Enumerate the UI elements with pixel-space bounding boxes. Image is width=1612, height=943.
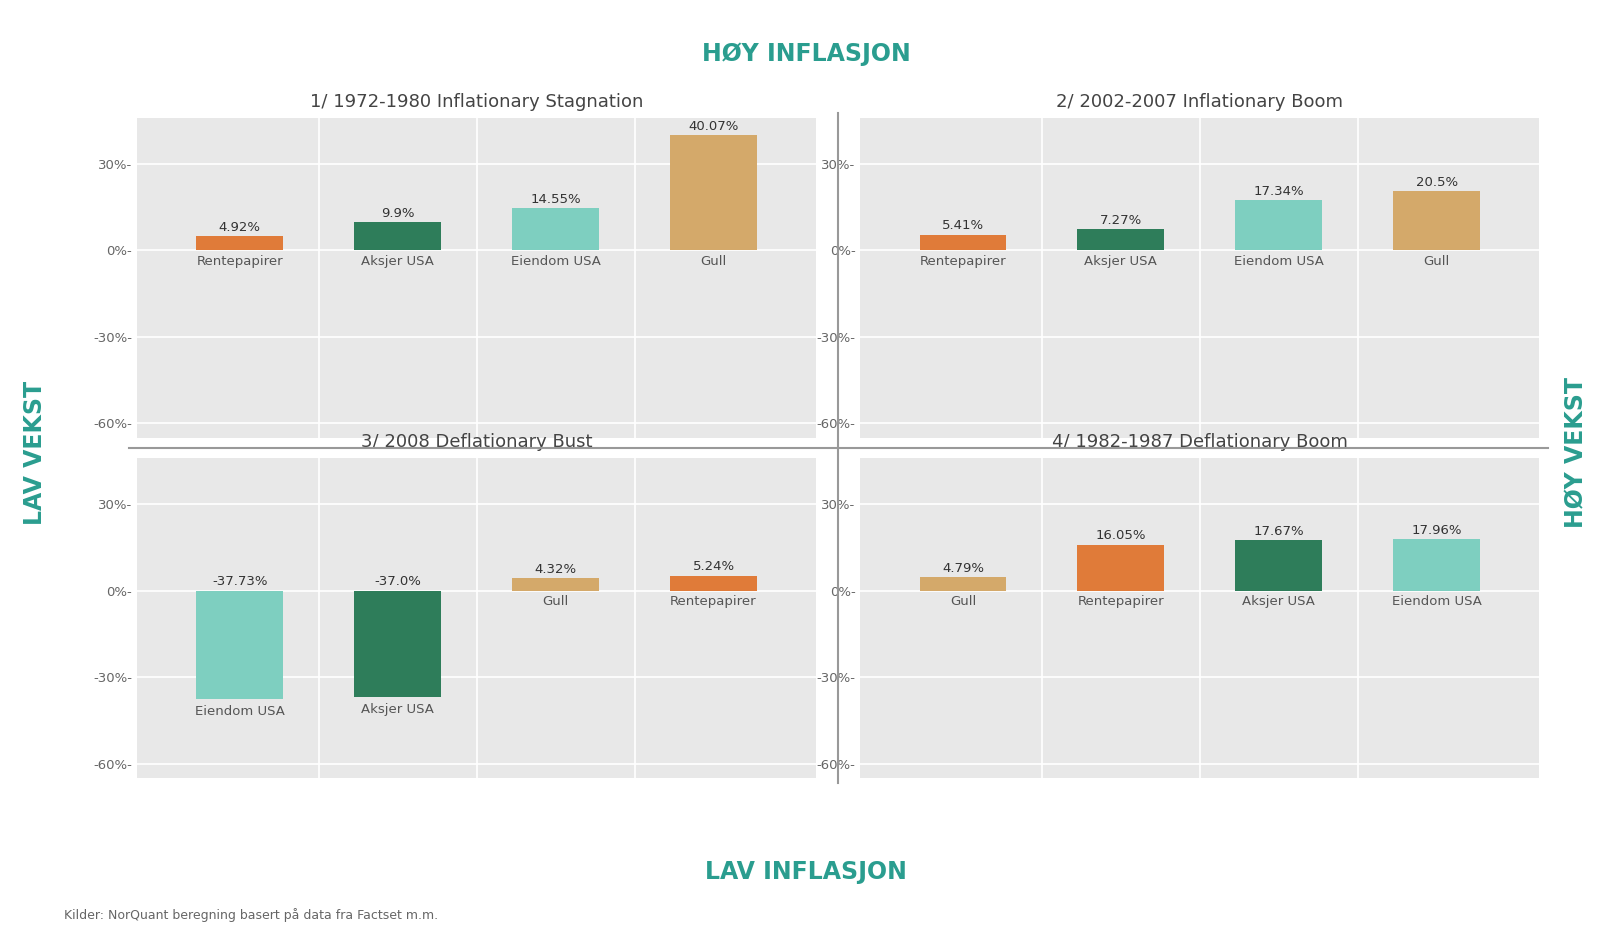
Text: 4.79%: 4.79% <box>941 562 983 574</box>
Text: -37.73%: -37.73% <box>211 575 268 587</box>
Text: 20.5%: 20.5% <box>1415 176 1457 189</box>
Text: Aksjer USA: Aksjer USA <box>1085 255 1157 268</box>
Text: -37.0%: -37.0% <box>374 575 421 587</box>
Text: Eiendom USA: Eiendom USA <box>195 705 285 719</box>
Bar <box>197 236 284 250</box>
Bar <box>919 235 1006 250</box>
Bar <box>1393 539 1480 590</box>
Title: 3/ 2008 Deflationary Bust: 3/ 2008 Deflationary Bust <box>361 433 592 451</box>
Text: LAV VEKST: LAV VEKST <box>24 381 47 524</box>
Bar <box>671 135 758 250</box>
Text: 4.92%: 4.92% <box>219 221 261 234</box>
Text: Rentepapirer: Rentepapirer <box>197 255 284 268</box>
Text: Gull: Gull <box>700 255 727 268</box>
Text: Eiendom USA: Eiendom USA <box>1233 255 1323 268</box>
Text: 14.55%: 14.55% <box>530 193 580 207</box>
Text: 7.27%: 7.27% <box>1099 214 1141 227</box>
Bar <box>197 590 284 700</box>
Text: Rentepapirer: Rentepapirer <box>920 255 1006 268</box>
Bar <box>513 578 600 590</box>
Bar <box>671 575 758 590</box>
Text: HØY VEKST: HØY VEKST <box>1565 377 1588 528</box>
Bar <box>355 590 442 697</box>
Title: 2/ 2002-2007 Inflationary Boom: 2/ 2002-2007 Inflationary Boom <box>1056 92 1343 110</box>
Text: LAV INFLASJON: LAV INFLASJON <box>704 860 908 885</box>
Text: 16.05%: 16.05% <box>1096 529 1146 542</box>
Text: Aksjer USA: Aksjer USA <box>361 703 434 716</box>
Text: 5.41%: 5.41% <box>941 220 983 233</box>
Text: Eiendom USA: Eiendom USA <box>511 255 601 268</box>
Bar <box>355 222 442 250</box>
Text: 5.24%: 5.24% <box>693 560 735 573</box>
Text: Kilder: NorQuant beregning basert på data fra Factset m.m.: Kilder: NorQuant beregning basert på dat… <box>64 908 438 922</box>
Bar <box>1077 229 1164 250</box>
Text: Gull: Gull <box>1423 255 1449 268</box>
Text: Rentepapirer: Rentepapirer <box>1077 595 1164 608</box>
Text: 17.96%: 17.96% <box>1412 523 1462 537</box>
Text: 9.9%: 9.9% <box>380 207 414 220</box>
Title: 1/ 1972-1980 Inflationary Stagnation: 1/ 1972-1980 Inflationary Stagnation <box>310 92 643 110</box>
Text: Aksjer USA: Aksjer USA <box>1243 595 1315 608</box>
Text: Rentepapirer: Rentepapirer <box>671 595 756 608</box>
Text: 17.34%: 17.34% <box>1254 185 1304 198</box>
Text: Gull: Gull <box>949 595 977 608</box>
Bar <box>513 208 600 250</box>
Text: 17.67%: 17.67% <box>1254 524 1304 538</box>
Bar <box>1077 544 1164 590</box>
Text: 40.07%: 40.07% <box>688 120 738 133</box>
Bar <box>919 577 1006 590</box>
Text: HØY INFLASJON: HØY INFLASJON <box>701 42 911 66</box>
Text: Aksjer USA: Aksjer USA <box>361 255 434 268</box>
Text: 4.32%: 4.32% <box>535 563 577 576</box>
Text: Eiendom USA: Eiendom USA <box>1391 595 1481 608</box>
Title: 4/ 1982-1987 Deflationary Boom: 4/ 1982-1987 Deflationary Boom <box>1053 433 1348 451</box>
Bar <box>1235 540 1322 590</box>
Bar <box>1235 201 1322 250</box>
Bar <box>1393 191 1480 250</box>
Text: Gull: Gull <box>543 595 569 608</box>
